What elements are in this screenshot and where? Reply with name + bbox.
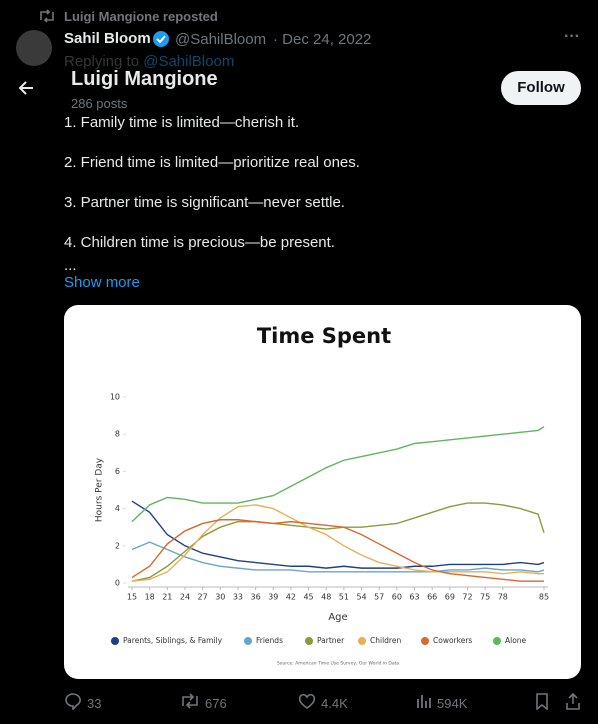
x-tick-label: 18 — [145, 593, 155, 602]
y-tick-label: 6 — [115, 467, 120, 476]
tweet-line: ... — [64, 257, 77, 274]
x-tick-label: 39 — [268, 593, 278, 602]
x-tick-label: 42 — [286, 593, 296, 602]
repost-label: Luigi Mangione reposted — [64, 9, 218, 24]
series-line — [131, 500, 545, 569]
profile-title: Luigi Mangione — [71, 68, 218, 90]
replying-to: Replying to @SahilBloom — [64, 53, 234, 70]
repost-icon — [40, 9, 54, 23]
repost-button[interactable] — [180, 693, 200, 709]
y-tick-label: 8 — [115, 430, 120, 439]
post-count: 286 posts — [71, 96, 128, 111]
replying-label: Replying to — [64, 53, 140, 70]
x-tick-label: 63 — [409, 593, 419, 602]
more-menu[interactable]: ··· — [564, 28, 580, 45]
follow-button[interactable]: Follow — [501, 71, 581, 105]
series-line — [131, 519, 544, 582]
legend-swatch — [305, 637, 313, 645]
series-line — [131, 426, 545, 523]
x-tick-label: 78 — [498, 593, 508, 602]
legend-label: Alone — [505, 636, 527, 645]
repost-count: 676 — [205, 696, 227, 711]
legend-label: Friends — [256, 636, 283, 645]
like-button[interactable] — [298, 693, 316, 709]
x-tick-label: 72 — [462, 593, 472, 602]
x-tick-label: 60 — [392, 593, 402, 602]
tweet-line: 2. Friend time is limited—prioritize rea… — [64, 154, 360, 171]
verified-badge — [153, 31, 169, 47]
bookmark-button[interactable] — [535, 693, 549, 710]
views-icon[interactable] — [416, 693, 432, 709]
x-tick-label: 21 — [162, 593, 172, 602]
x-tick-label: 30 — [215, 593, 225, 602]
chart-title: Time Spent — [257, 324, 391, 348]
author-handle[interactable]: @SahilBloom — [175, 31, 267, 48]
author-name[interactable]: Sahil Bloom — [64, 30, 151, 47]
view-count: 594K — [437, 696, 468, 711]
x-tick-label: 15 — [127, 593, 137, 602]
reply-count: 33 — [87, 696, 102, 711]
y-tick-label: 2 — [115, 541, 120, 550]
x-tick-label: 54 — [356, 593, 366, 602]
series-line — [131, 541, 545, 573]
legend-label: Parents, Siblings, & Family — [123, 636, 223, 645]
legend-label: Children — [370, 636, 401, 645]
show-more[interactable]: Show more — [64, 274, 140, 291]
y-axis-label: Hours Per Day — [95, 457, 105, 522]
chart-source: Source: American Time Use Survey, Our Wo… — [277, 661, 400, 667]
x-tick-label: 57 — [374, 593, 384, 602]
x-tick-label: 66 — [427, 593, 437, 602]
legend-label: Partner — [317, 636, 345, 645]
like-count: 4.4K — [321, 696, 348, 711]
tweet-line: 1. Family time is limited—cherish it. — [64, 114, 300, 131]
legend-label: Coworkers — [433, 636, 472, 645]
y-tick-label: 10 — [110, 393, 120, 402]
x-tick-label: 24 — [180, 593, 190, 602]
tweet-line: 3. Partner time is significant—never set… — [64, 194, 345, 211]
back-button[interactable] — [16, 78, 36, 98]
series-line — [131, 504, 544, 582]
legend-swatch — [244, 637, 252, 645]
x-tick-label: 36 — [251, 593, 261, 602]
tweet-date[interactable]: · Dec 24, 2022 — [273, 31, 372, 48]
y-tick-label: 4 — [115, 504, 120, 513]
y-tick-label: 0 — [115, 579, 120, 588]
x-tick-label: 69 — [445, 593, 455, 602]
reply-icon[interactable] — [64, 692, 82, 710]
avatar[interactable] — [16, 30, 52, 66]
tweet-line: 4. Children time is precious—be present. — [64, 234, 335, 251]
x-tick-label: 85 — [539, 593, 549, 602]
x-tick-label: 33 — [233, 593, 243, 602]
x-tick-label: 45 — [303, 593, 313, 602]
chart-card[interactable] — [64, 305, 581, 679]
x-tick-label: 27 — [198, 593, 208, 602]
legend-swatch — [493, 637, 501, 645]
legend-swatch — [358, 637, 366, 645]
legend-swatch — [421, 637, 429, 645]
replying-handle[interactable]: @SahilBloom — [143, 53, 235, 70]
x-axis-label: Age — [328, 612, 347, 623]
share-button[interactable] — [565, 692, 581, 710]
x-tick-label: 48 — [321, 593, 331, 602]
legend-swatch — [111, 637, 119, 645]
x-tick-label: 75 — [480, 593, 490, 602]
x-tick-label: 51 — [339, 593, 349, 602]
